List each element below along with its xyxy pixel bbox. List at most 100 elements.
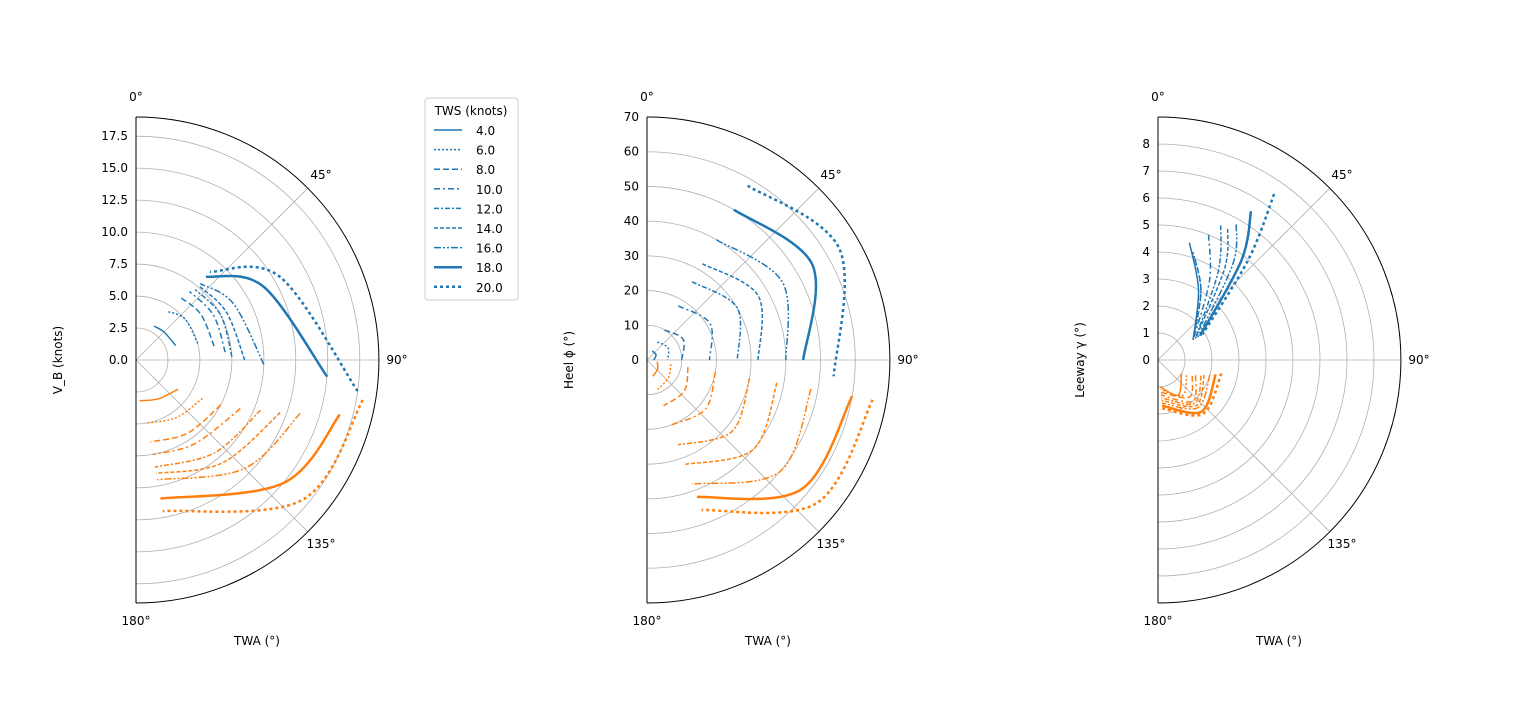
polar-grid [135,116,380,604]
series-line-upwind [746,184,846,377]
r-tick-label: 3 [1142,272,1150,286]
series-line-downwind [701,399,874,515]
theta-tick-label: 45° [310,168,331,182]
r-tick-label: 60 [624,145,639,159]
series-line-upwind [715,239,790,361]
series-line-downwind [657,364,672,390]
series-line-upwind [205,274,329,378]
r-tick-label: 4 [1142,245,1150,259]
r-tick-label: 20 [624,284,639,298]
y-axis-label: V_B (knots) [51,326,65,394]
r-tick-label: 30 [624,249,639,263]
series-line-upwind [209,265,359,392]
polar-panel-speed: 0.02.55.07.510.012.515.017.5 0° 45° 90° … [51,90,408,648]
series-line-upwind [194,288,233,357]
series-line-upwind [702,263,764,361]
series-line-downwind [691,388,812,485]
series-line-upwind [664,329,685,361]
series-line-downwind [1161,374,1211,410]
series-line-upwind [1201,193,1276,336]
r-tick-label: 6 [1142,191,1150,205]
series-line-downwind [160,413,341,500]
series-line-upwind [1194,228,1229,339]
series-line-upwind [1197,224,1238,338]
series-line-upwind [1199,210,1253,337]
series-line-upwind [691,281,742,361]
series-line-downwind [157,412,301,481]
series-line-downwind [1161,374,1205,408]
polar-panel-leeway: 0 1 2 3 4 5 6 7 8 0° 45° 90° 135° 180° TWA (°) L… [1073,90,1430,648]
theta-tick-label: 180° [122,614,151,628]
r-tick-label: 0 [631,353,639,367]
r-tick-label: 7.5 [109,257,128,271]
r-tick-labels: 0.0 2.5 5.0 7.5 10.0 12.5 15.0 17.5 [101,129,128,367]
grid-spoke [1157,359,1331,533]
r-tick-label: 12.5 [101,193,128,207]
legend: TWS (knots) 4.0 6.0 8.0 10.0 12.0 14.0 16.0 18.… [424,97,519,301]
series-line-downwind [139,388,179,402]
series-line-downwind [152,408,241,456]
series-line-downwind [1160,375,1188,397]
series-line-downwind [696,395,854,501]
series-line-upwind [657,341,670,361]
series-line-upwind [651,350,657,361]
theta-tick-label: 90° [897,353,918,367]
r-tick-label: 7 [1142,164,1150,178]
series-line-downwind [155,411,281,475]
series-line-upwind [153,325,177,347]
series-line-upwind [199,282,265,365]
r-tick-label: 70 [624,110,639,124]
grid-spoke [135,359,309,533]
outer-spine [1157,116,1402,604]
series-line-downwind [146,397,203,424]
r-tick-label: 1 [1142,326,1150,340]
r-tick-labels: 0 1 2 3 4 5 6 7 8 [1142,137,1150,367]
polar-grid [1157,116,1402,604]
theta-tick-label: 0° [129,90,143,104]
series-line-downwind [652,361,659,377]
theta-tick-label: 90° [1408,353,1429,367]
series-line-downwind [1160,373,1183,397]
grid-spoke [1157,187,1331,361]
series-line-upwind [677,305,713,361]
series-line-upwind [733,208,818,361]
legend-label: 18.0 [476,261,503,275]
series-line-upwind [1194,225,1222,339]
legend-label: 4.0 [476,124,495,138]
series-line-downwind [663,367,689,407]
theta-tick-label: 180° [1144,614,1173,628]
theta-tick-label: 135° [817,537,846,551]
theta-tick-label: 135° [307,537,336,551]
series-line-downwind [1160,375,1194,399]
grid-spoke [646,359,820,533]
x-axis-label: TWA (°) [1255,634,1302,648]
r-tick-labels: 0 10 20 30 40 50 60 70 [624,110,639,367]
r-tick-label: 5 [1142,218,1150,232]
theta-tick-label: 45° [820,168,841,182]
theta-tick-label: 90° [386,353,407,367]
legend-title: TWS (knots) [434,104,508,118]
r-tick-label: 50 [624,179,639,193]
legend-label: 8.0 [476,163,495,177]
series-layer [1160,193,1276,417]
legend-label: 14.0 [476,222,503,236]
legend-label: 10.0 [476,183,503,197]
r-tick-label: 2.5 [109,321,128,335]
grid-spoke [135,187,309,361]
y-axis-label: Heel ϕ (°) [562,331,576,389]
r-tick-label: 40 [624,214,639,228]
grid-spoke [646,187,820,361]
series-line-downwind [1161,373,1217,415]
series-layer [651,184,874,515]
theta-tick-label: 135° [1328,537,1357,551]
polar-grid [646,116,891,604]
series-line-downwind [1161,372,1223,417]
series-line-downwind [1160,375,1197,403]
series-line-upwind [179,296,215,347]
series-line-downwind [162,399,364,513]
x-axis-label: TWA (°) [233,634,280,648]
r-tick-label: 17.5 [101,129,128,143]
y-axis-label: Leeway γ (°) [1073,322,1087,398]
series-line-upwind [1192,234,1212,340]
series-line-downwind [1161,375,1202,406]
